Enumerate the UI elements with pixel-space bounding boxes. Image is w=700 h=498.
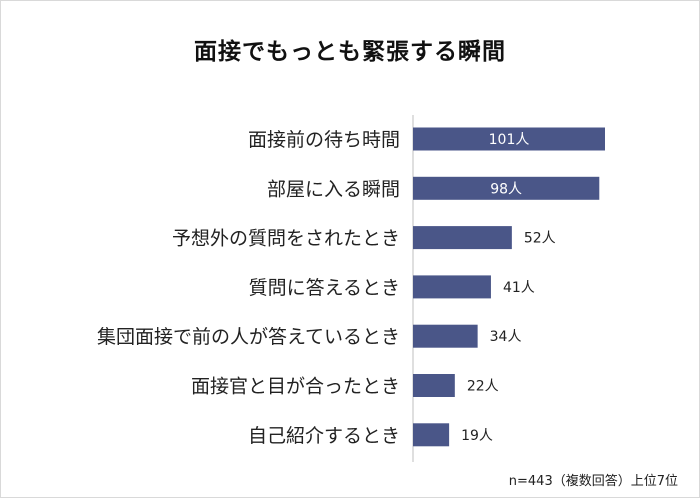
- category-label: 面接前の待ち時間: [248, 129, 400, 151]
- bar: [413, 374, 455, 397]
- value-label: 101人: [489, 132, 530, 148]
- category-label: 集団面接で前の人が答えているとき: [97, 326, 400, 348]
- value-label: 41人: [503, 280, 535, 296]
- category-label: 予想外の質問をされたとき: [172, 228, 400, 250]
- sample-note: n=443（複数回答）上位7位: [508, 474, 678, 489]
- category-label: 自己紹介するとき: [248, 425, 400, 447]
- category-label: 質問に答えるとき: [249, 277, 400, 299]
- bar: [413, 176, 600, 200]
- bar: [413, 226, 512, 250]
- value-label: 98人: [490, 181, 522, 197]
- value-label: 52人: [524, 231, 556, 247]
- category-label: 部屋に入る瞬間: [267, 178, 400, 200]
- chart-title: 面接でもっとも緊張する瞬間: [194, 39, 506, 65]
- bar: [413, 275, 491, 299]
- bar: [413, 127, 605, 151]
- category-label: 面接官と目が合ったとき: [191, 376, 400, 398]
- value-label: 22人: [467, 379, 499, 395]
- value-label: 19人: [461, 428, 493, 444]
- bar: [413, 324, 478, 348]
- value-label: 34人: [490, 329, 522, 345]
- bar: [413, 423, 450, 447]
